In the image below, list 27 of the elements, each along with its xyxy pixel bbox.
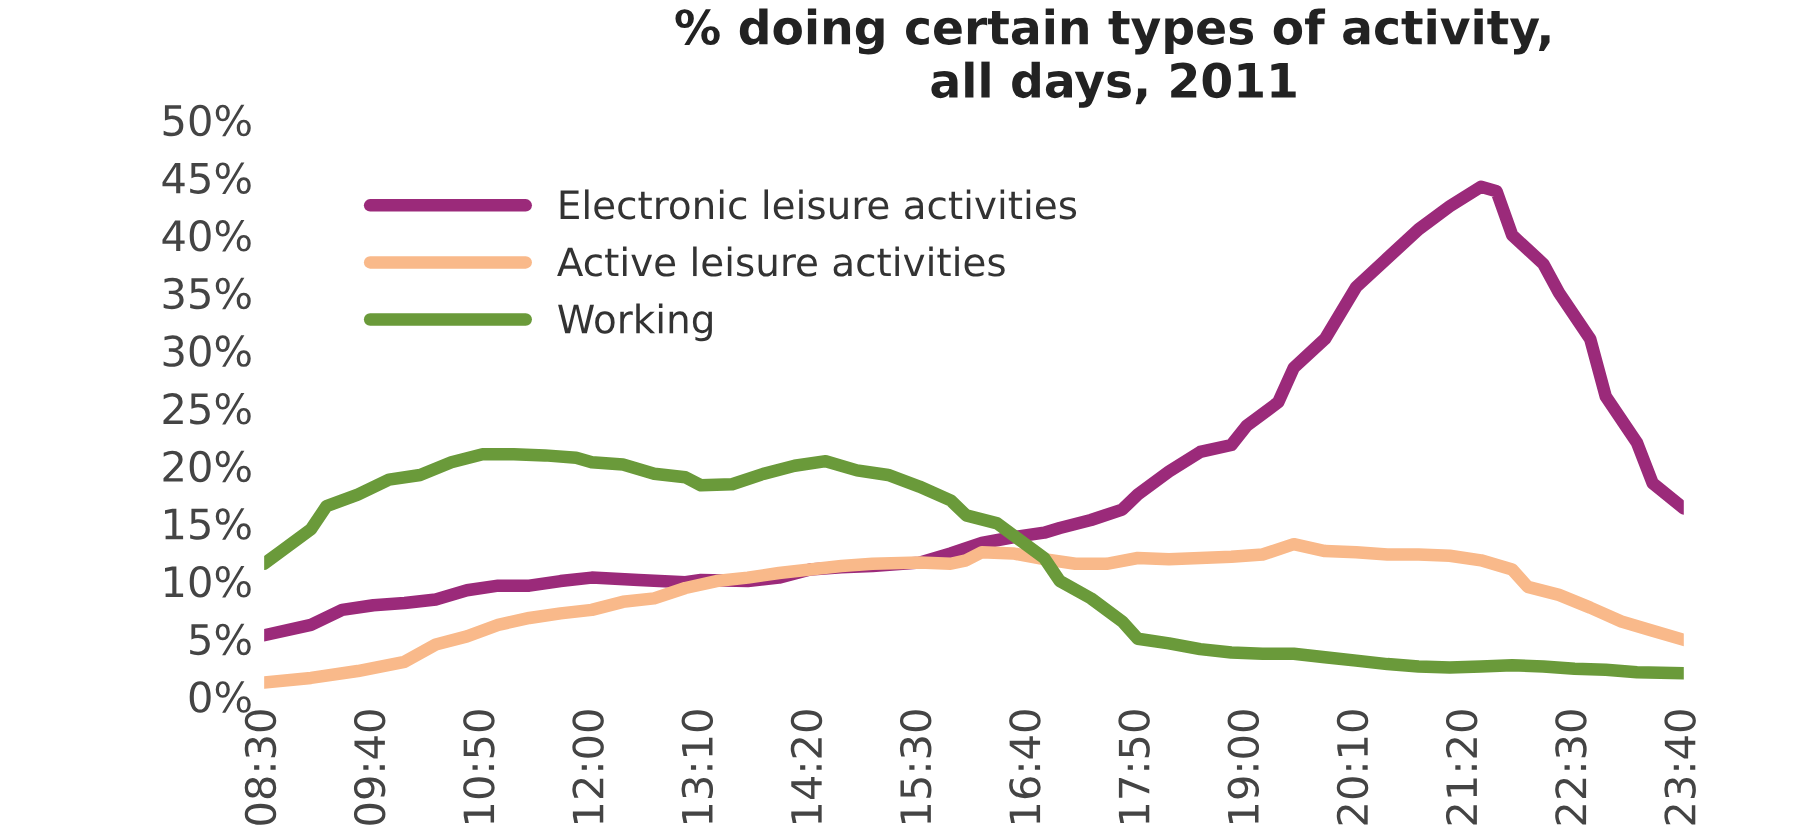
y-tick-label: 15% xyxy=(165,508,251,540)
legend-label: Electronic leisure activities xyxy=(560,189,1077,220)
y-tick-label: 5% xyxy=(190,623,251,656)
y-tick-label: 20% xyxy=(163,450,251,483)
x-tick-label: 20:10 xyxy=(1336,710,1369,825)
x-tick-label: 17:50 xyxy=(1118,710,1150,823)
x-tick-label: 09:40 xyxy=(353,710,386,825)
x-tick-label: 22:30 xyxy=(1555,710,1587,825)
y-tick-label: 30% xyxy=(163,335,251,367)
x-tick-label: 16:40 xyxy=(1009,710,1041,823)
x-tick-label: 14:20 xyxy=(790,710,823,823)
legend-label: Active leisure activities xyxy=(557,246,1005,277)
x-tick-label: 19:00 xyxy=(1227,710,1260,823)
y-tick-label: 50% xyxy=(163,104,251,137)
x-tick-label: 10:50 xyxy=(463,710,495,823)
y-tick-label: 25% xyxy=(163,393,251,425)
x-tick-label: 23:40 xyxy=(1664,710,1696,825)
y-tick-label: 45% xyxy=(162,162,251,194)
x-tick-label: 12:00 xyxy=(572,710,604,823)
y-tick-label: 40% xyxy=(162,220,251,252)
y-tick-label: 35% xyxy=(163,277,251,310)
x-tick-label: 13:10 xyxy=(681,710,714,823)
y-tick-label: 10% xyxy=(165,565,251,598)
legend-label: Working xyxy=(558,303,712,342)
x-tick-label: 15:30 xyxy=(899,710,932,823)
chart-title: % doing certain types of activity, all days, 2011 xyxy=(675,8,1550,108)
x-tick-label: 21:20 xyxy=(1445,710,1478,825)
